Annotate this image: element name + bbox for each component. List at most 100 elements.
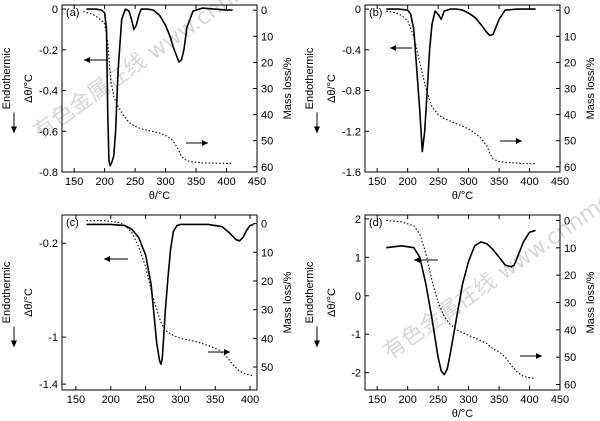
endothermic-label: Endothermic bbox=[1, 261, 13, 323]
y-left-axis-label: Δθ/°C bbox=[326, 288, 338, 317]
y-left-tick-label: -0.4 bbox=[342, 45, 361, 57]
y-right-tick-label: 40 bbox=[261, 333, 273, 345]
y-right-tick-label: 30 bbox=[261, 84, 273, 96]
y-right-tick-label: 60 bbox=[261, 162, 273, 174]
tg-axis-arrow-d-head bbox=[536, 353, 542, 359]
endothermic-label: Endothermic bbox=[1, 47, 13, 109]
dta-curve bbox=[386, 9, 535, 152]
x-tick-label: 300 bbox=[171, 394, 189, 406]
x-tick-label: 450 bbox=[248, 176, 266, 188]
endothermic-arrowhead bbox=[314, 127, 320, 134]
tg-axis-arrow-a-head bbox=[202, 140, 208, 146]
x-tick-label: 350 bbox=[187, 176, 205, 188]
endothermic-label: Endothermic bbox=[304, 47, 316, 109]
y-right-tick-label: 30 bbox=[261, 305, 273, 317]
y-right-tick-label: 50 bbox=[261, 362, 273, 374]
y-right-axis-label: Mass loss/% bbox=[585, 271, 597, 333]
x-axis-label: θ/°C bbox=[452, 190, 474, 202]
y-right-tick-label: 30 bbox=[564, 298, 576, 310]
x-tick-label: 450 bbox=[551, 394, 569, 406]
panel-a: 150 200 250 300 350 400 450 0 -0.2 -0.4 -0.6 -0.8 0 1… bbox=[1, 4, 294, 202]
y-right-tick-label: 10 bbox=[564, 31, 576, 43]
y-left-tick-label: 2 bbox=[355, 214, 361, 226]
y-left-tick-label: -0.2 bbox=[39, 238, 58, 250]
panel-label: (a) bbox=[66, 7, 79, 19]
y-right-tick-label: 10 bbox=[261, 247, 273, 259]
x-tick-label: 200 bbox=[95, 176, 113, 188]
x-tick-label: 200 bbox=[398, 176, 416, 188]
y-left-tick-label: -2 bbox=[351, 368, 361, 380]
plot-frame bbox=[365, 5, 560, 172]
x-tick-label: 400 bbox=[520, 394, 538, 406]
panel-label: (c) bbox=[66, 217, 79, 229]
x-tick-label: 250 bbox=[429, 394, 447, 406]
y-left-tick-label: -1.2 bbox=[342, 126, 361, 138]
x-tick-label: 250 bbox=[126, 176, 144, 188]
x-tick-label: 300 bbox=[156, 176, 174, 188]
x-tick-label: 150 bbox=[67, 394, 85, 406]
y-right-tick-label: 20 bbox=[564, 270, 576, 282]
y-right-tick-label: 20 bbox=[564, 57, 576, 69]
y-right-tick-label: 20 bbox=[261, 276, 273, 288]
y-right-axis-label: Mass loss/% bbox=[282, 57, 294, 119]
x-tick-label: 300 bbox=[459, 176, 477, 188]
x-tick-label: 250 bbox=[136, 394, 154, 406]
x-axis-label: θ/°C bbox=[452, 408, 474, 420]
endothermic-arrowhead bbox=[314, 341, 320, 348]
y-left-tick-label: 0 bbox=[355, 291, 361, 303]
y-left-tick-label: -1.6 bbox=[342, 167, 361, 179]
endothermic-arrowhead bbox=[11, 127, 17, 134]
dta-axis-arrow-c-head bbox=[104, 256, 110, 262]
x-tick-label: 150 bbox=[368, 394, 386, 406]
y-right-axis-label: Mass loss/% bbox=[282, 271, 294, 333]
x-tick-label: 250 bbox=[429, 176, 447, 188]
dta-curve bbox=[86, 224, 253, 364]
y-right-tick-label: 0 bbox=[564, 5, 570, 17]
y-left-tick-label: -1 bbox=[351, 329, 361, 341]
y-left-tick-label: -1.4 bbox=[39, 379, 58, 391]
y-left-axis-label: Δθ/°C bbox=[326, 74, 338, 103]
y-right-tick-label: 40 bbox=[261, 110, 273, 122]
x-tick-label: 200 bbox=[102, 394, 120, 406]
y-right-tick-label: 50 bbox=[564, 352, 576, 364]
panel-label: (b) bbox=[369, 7, 382, 19]
panel-b: 150 200 250 300 350 400 4500-0.4-0.8-1.2-1.601… bbox=[304, 4, 597, 202]
dta-axis-arrow-a-head bbox=[84, 57, 90, 63]
y-right-axis-label: Mass loss/% bbox=[585, 57, 597, 119]
y-left-tick-label: -0.6 bbox=[39, 126, 58, 138]
chart-panels: 150 200 250 300 350 400 4500-0.2-0.4-0.6-0.801… bbox=[1, 4, 597, 420]
y-right-tick-label: 10 bbox=[261, 31, 273, 43]
y-left-tick-label: -1 bbox=[48, 332, 58, 344]
tg-axis-arrow-c-head bbox=[224, 349, 230, 355]
y-right-tick-label: 0 bbox=[564, 215, 570, 227]
x-tick-label: 300 bbox=[459, 394, 477, 406]
panel-c: 150 200 250 300 350 400 -0.2 -1 -1.4 0 10 20 30 40 50 (… bbox=[1, 215, 294, 406]
y-right-tick-label: 0 bbox=[261, 219, 267, 231]
tg-axis-arrow-b-head bbox=[516, 138, 522, 144]
dta-axis-arrow-b-head bbox=[390, 45, 396, 51]
y-left-tick-label: -0.8 bbox=[39, 167, 58, 179]
x-axis-label: θ/°C bbox=[149, 190, 171, 202]
y-right-tick-label: 60 bbox=[564, 380, 576, 392]
y-left-tick-label: 0 bbox=[355, 4, 361, 16]
plot-frame bbox=[62, 215, 257, 390]
x-tick-label: 350 bbox=[490, 394, 508, 406]
x-tick-label: 450 bbox=[551, 176, 569, 188]
x-tick-label: 200 bbox=[398, 394, 416, 406]
panel-label: (d) bbox=[369, 217, 382, 229]
y-left-tick-label: 0 bbox=[52, 4, 58, 16]
x-tick-label: 400 bbox=[217, 176, 235, 188]
y-left-axis-label: Δθ/°C bbox=[23, 288, 35, 317]
y-right-tick-label: 0 bbox=[261, 5, 267, 17]
watermark-text: 有色金属在线 www.cnnmol.com bbox=[29, 0, 316, 145]
y-right-tick-label: 30 bbox=[564, 84, 576, 96]
y-left-tick-label: 1 bbox=[355, 252, 361, 264]
y-left-tick-label: -0.2 bbox=[39, 45, 58, 57]
x-tick-label: 400 bbox=[520, 176, 538, 188]
y-left-tick-label: -0.4 bbox=[39, 86, 58, 98]
y-left-tick-label: -0.8 bbox=[342, 86, 361, 98]
x-tick-label: 350 bbox=[490, 176, 508, 188]
y-right-tick-label: 50 bbox=[261, 136, 273, 148]
x-tick-label: 150 bbox=[65, 176, 83, 188]
